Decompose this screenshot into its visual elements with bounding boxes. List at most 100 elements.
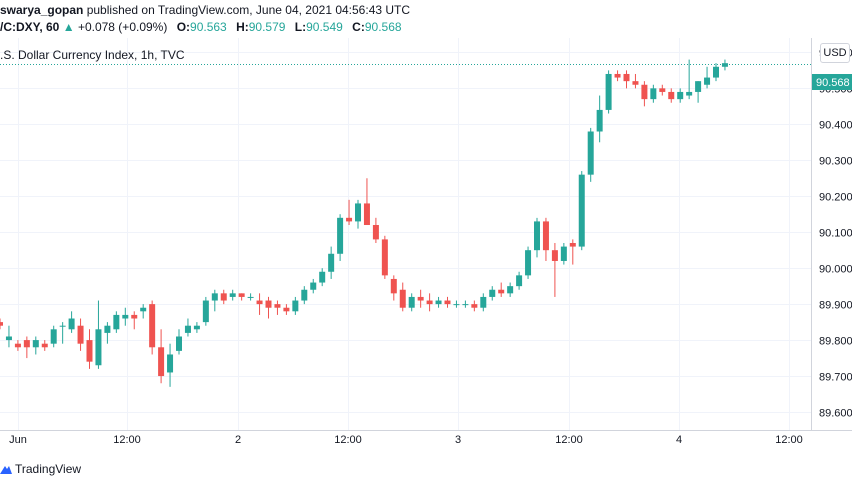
candle-body [363,203,370,226]
price-tick-label: 89.600 [819,408,852,420]
currency-badge[interactable]: USD [820,43,850,63]
candle-body [149,304,156,348]
candle [184,318,191,337]
candle [471,300,478,312]
candle-body [372,225,379,240]
candle [721,59,728,71]
candle-body [337,217,344,254]
price-tick-label: 90.000 [819,264,852,276]
candle-body [721,63,728,67]
candle-body [587,131,594,175]
candle [381,235,388,279]
candle-body [41,343,48,348]
candle-body [247,296,254,298]
author-name[interactable]: swarya_gopan [0,3,84,17]
candle [462,300,469,308]
time-tick-label: 12:00 [113,434,141,446]
candle [372,217,379,243]
time-tick-label: Jun [9,434,27,446]
candle [5,325,12,348]
candle [623,70,630,89]
candle [444,296,451,308]
candle-body [238,293,245,297]
open-value: 90.563 [190,20,227,34]
candle [140,304,147,319]
candle [193,322,200,333]
time-tick-label: 12:00 [555,434,583,446]
candle [480,293,487,312]
candle-body [614,73,621,78]
candle [283,304,290,315]
candle-body [131,314,138,319]
candle [632,73,639,89]
candle-body [453,304,460,306]
candle [122,307,129,326]
candle-body [113,314,120,330]
candle-body [659,88,666,92]
candle-body [256,300,263,305]
candle [498,282,505,297]
candle [659,84,666,96]
candle [614,70,621,82]
published-text: published on TradingView.com, June 04, 2… [83,3,411,17]
candle-body [381,239,388,276]
candle [650,84,657,103]
candle [176,329,182,355]
candle-body [650,88,657,100]
candle-body [462,304,469,306]
candle [507,282,514,297]
candle-body [417,296,424,301]
price-tick-label: 89.900 [819,300,852,312]
candle [319,268,326,287]
candle-body [525,250,532,276]
candle [113,311,120,333]
time-tick-label: 12:00 [334,434,362,446]
candle [310,278,317,294]
candle [86,329,93,369]
candle [301,286,308,305]
candle-body [390,278,397,294]
candle-body [122,314,129,319]
candle [220,289,227,305]
candle-body [68,318,75,330]
open-label: O: [176,20,191,34]
candle-body [408,296,415,308]
low-value: 90.549 [306,20,343,34]
candle [542,217,549,261]
candle-body [229,293,236,297]
candle [408,293,415,312]
change-value: +0.078 (+0.09%) [77,20,168,34]
candle [104,322,111,344]
ohlc-legend: /C:DXY, 60 ▲ +0.078 (+0.09%) O:90.563 H:… [0,20,402,34]
price-axis[interactable]: 90.60090.50090.40090.30090.20090.10090.0… [819,48,852,420]
candle [525,246,532,279]
candle-body [328,253,335,272]
candle-body [274,304,281,308]
candle-body [704,77,711,85]
candle-body [489,289,496,297]
candle [50,325,57,348]
candle [68,311,75,333]
candle [596,95,603,143]
candle [677,88,684,103]
up-triangle-icon: ▲ [62,20,75,34]
candle [641,81,648,107]
candle-body [86,340,93,362]
candle-body [301,289,308,301]
candle [274,300,281,315]
candle-body [283,307,290,312]
price-tick-label: 90.100 [819,228,852,240]
candle-body [623,73,630,82]
candle [560,242,567,265]
footer-brand[interactable]: TradingView [0,458,81,480]
symbol-label: /C:DXY, 60 [0,20,60,34]
candle [238,293,245,301]
price-tick-label: 89.700 [819,372,852,384]
candle [399,282,406,312]
candle-body [184,325,191,333]
time-axis[interactable]: Jun 12:00 2 12:00 3 12:00 4 12:00 [9,434,803,446]
chart-title: .S. Dollar Currency Index, 1h, TVC [0,48,185,62]
candle-body [713,66,719,78]
candle [355,199,361,229]
